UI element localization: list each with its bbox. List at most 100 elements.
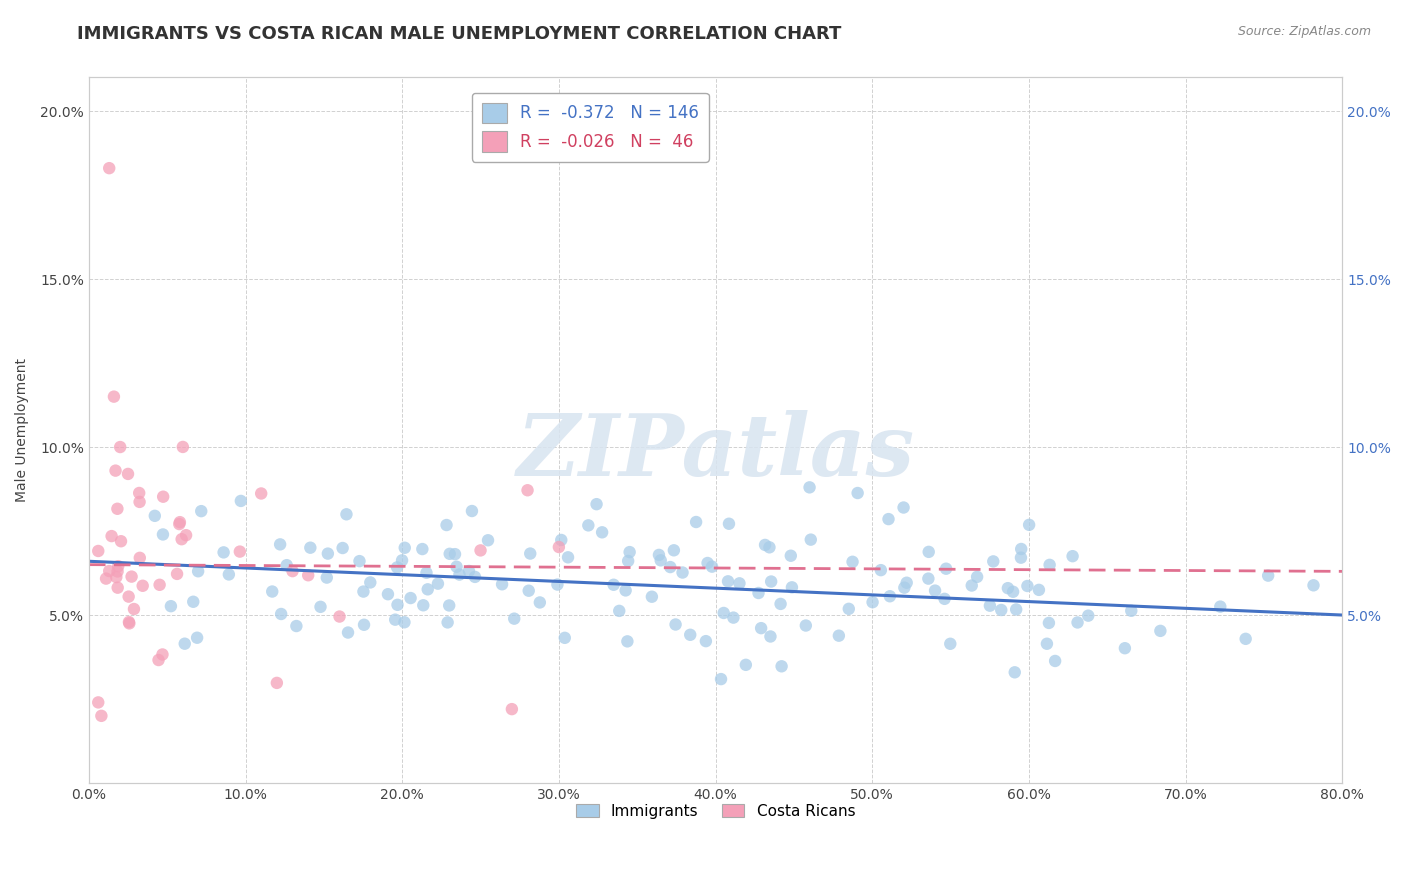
Point — [1039, 558, 1062, 572]
Point — [1149, 624, 1171, 638]
Point — [169, 515, 191, 529]
Point — [1302, 578, 1324, 592]
Point — [713, 606, 735, 620]
Point — [349, 554, 371, 568]
Point — [794, 618, 817, 632]
Point — [671, 566, 693, 580]
Point — [152, 648, 174, 662]
Point — [187, 564, 209, 578]
Point — [128, 486, 150, 500]
Point — [444, 547, 467, 561]
Point — [547, 540, 569, 554]
Point — [1257, 568, 1279, 582]
Point — [266, 676, 288, 690]
Point — [758, 541, 780, 555]
Point — [1018, 517, 1040, 532]
Point — [879, 589, 901, 603]
Point — [131, 579, 153, 593]
Point — [1002, 584, 1025, 599]
Point — [250, 486, 273, 500]
Point — [118, 615, 141, 629]
Point — [780, 580, 803, 594]
Point — [299, 541, 322, 555]
Point — [458, 564, 481, 578]
Point — [800, 533, 823, 547]
Point — [981, 554, 1004, 568]
Point — [477, 533, 499, 548]
Point — [1114, 641, 1136, 656]
Point — [166, 566, 188, 581]
Point — [412, 599, 434, 613]
Text: Source: ZipAtlas.com: Source: ZipAtlas.com — [1237, 25, 1371, 38]
Point — [754, 538, 776, 552]
Point — [679, 628, 702, 642]
Point — [464, 570, 486, 584]
Point — [759, 630, 782, 644]
Point — [1121, 604, 1143, 618]
Point — [617, 554, 640, 568]
Point — [100, 529, 122, 543]
Point — [659, 560, 682, 574]
Y-axis label: Male Unemployment: Male Unemployment — [15, 359, 30, 502]
Point — [399, 591, 422, 605]
Point — [353, 617, 375, 632]
Point — [387, 598, 409, 612]
Point — [1234, 632, 1257, 646]
Point — [918, 545, 941, 559]
Point — [966, 570, 988, 584]
Point — [394, 615, 416, 630]
Point — [728, 576, 751, 591]
Point — [619, 545, 641, 559]
Point — [747, 586, 769, 600]
Point — [229, 544, 252, 558]
Legend: Immigrants, Costa Ricans: Immigrants, Costa Ricans — [569, 797, 862, 825]
Point — [696, 556, 718, 570]
Point — [276, 558, 298, 573]
Point — [87, 695, 110, 709]
Point — [384, 613, 406, 627]
Point — [960, 578, 983, 592]
Point — [446, 559, 468, 574]
Point — [436, 615, 458, 630]
Point — [779, 549, 801, 563]
Point — [641, 590, 664, 604]
Point — [917, 572, 939, 586]
Point — [328, 609, 350, 624]
Point — [90, 709, 112, 723]
Point — [128, 495, 150, 509]
Point — [385, 560, 408, 574]
Point — [117, 467, 139, 481]
Point — [614, 583, 637, 598]
Point — [576, 518, 599, 533]
Point — [893, 581, 915, 595]
Point — [436, 518, 458, 533]
Point — [516, 483, 538, 498]
Point — [554, 631, 576, 645]
Point — [332, 541, 354, 555]
Point — [1010, 550, 1032, 565]
Point — [107, 565, 129, 579]
Point — [607, 604, 630, 618]
Point — [695, 634, 717, 648]
Point — [415, 566, 437, 580]
Point — [105, 501, 128, 516]
Point — [877, 512, 900, 526]
Point — [990, 603, 1012, 617]
Point — [352, 584, 374, 599]
Point — [664, 617, 686, 632]
Point — [828, 629, 851, 643]
Point — [685, 515, 707, 529]
Point — [529, 595, 551, 609]
Point — [439, 547, 461, 561]
Point — [491, 577, 513, 591]
Point — [391, 553, 413, 567]
Point — [297, 568, 319, 582]
Point — [602, 578, 624, 592]
Point — [934, 591, 956, 606]
Point — [160, 599, 183, 614]
Point — [107, 559, 129, 574]
Point — [172, 440, 194, 454]
Point — [270, 607, 292, 621]
Text: IMMIGRANTS VS COSTA RICAN MALE UNEMPLOYMENT CORRELATION CHART: IMMIGRANTS VS COSTA RICAN MALE UNEMPLOYM… — [77, 25, 842, 43]
Point — [309, 599, 332, 614]
